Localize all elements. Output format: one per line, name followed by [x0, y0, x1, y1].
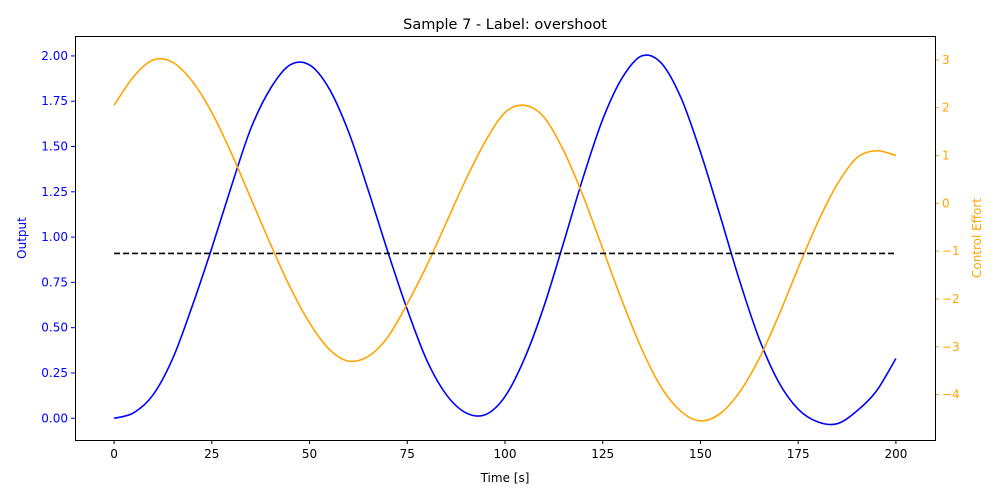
x-tick-label: 175	[787, 447, 810, 461]
series-control-effort-line	[113, 57, 897, 422]
left-axis-ticks: 0.00 0.25 0.50 0.75 1.00 1.25 1.50 1.75 2.00	[41, 49, 75, 425]
x-axis-ticks: 0 25 50 75 100 125 150 175 200	[110, 440, 907, 461]
left-y-tick-label: 1.00	[41, 230, 68, 244]
left-y-tick-label: 1.25	[41, 185, 68, 199]
right-axis-title: Control Effort	[970, 198, 984, 278]
left-y-tick-label: 2.00	[41, 49, 68, 63]
left-axis-title: Output	[15, 217, 29, 259]
x-tick-label: 25	[204, 447, 219, 461]
plot-area	[113, 54, 897, 426]
series-output-line	[113, 54, 897, 426]
chart-title: Sample 7 - Label: overshoot	[403, 17, 607, 33]
right-y-tick-label: 0	[942, 196, 950, 210]
right-y-tick-label: 1	[942, 149, 950, 163]
x-tick-label: 0	[110, 447, 118, 461]
right-y-tick-label: −1	[942, 244, 960, 258]
left-y-tick-label: 0.75	[41, 275, 68, 289]
right-y-tick-label: 2	[942, 101, 950, 115]
left-y-tick-label: 0.50	[41, 321, 68, 335]
x-tick-label: 75	[400, 447, 415, 461]
x-tick-label: 125	[591, 447, 614, 461]
right-y-tick-label: −2	[942, 292, 960, 306]
x-axis-title: Time [s]	[480, 471, 530, 485]
right-axis-ticks: −4 −3 −2 −1 0 1 2 3	[935, 53, 960, 402]
x-tick-label: 150	[689, 447, 712, 461]
x-tick-label: 100	[494, 447, 517, 461]
x-tick-label: 200	[884, 447, 907, 461]
x-tick-label: 50	[302, 447, 317, 461]
left-y-tick-label: 1.50	[41, 140, 68, 154]
right-y-tick-label: −3	[942, 340, 960, 354]
right-y-tick-label: 3	[942, 53, 950, 67]
right-y-tick-label: −4	[942, 388, 960, 402]
left-y-tick-label: 1.75	[41, 94, 68, 108]
left-y-tick-label: 0.00	[41, 411, 68, 425]
left-y-tick-label: 0.25	[41, 366, 68, 380]
plot-frame	[75, 36, 936, 441]
